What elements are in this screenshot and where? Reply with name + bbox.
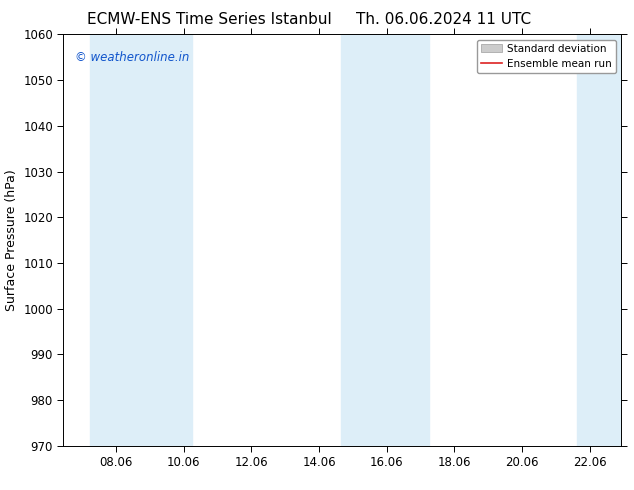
Bar <box>91 34 192 446</box>
Text: © weatheronline.in: © weatheronline.in <box>75 51 189 64</box>
Text: Th. 06.06.2024 11 UTC: Th. 06.06.2024 11 UTC <box>356 12 531 27</box>
Bar <box>340 34 429 446</box>
Y-axis label: Surface Pressure (hPa): Surface Pressure (hPa) <box>4 169 18 311</box>
Text: ECMW-ENS Time Series Istanbul: ECMW-ENS Time Series Istanbul <box>87 12 332 27</box>
Bar <box>578 34 624 446</box>
Legend: Standard deviation, Ensemble mean run: Standard deviation, Ensemble mean run <box>477 40 616 73</box>
